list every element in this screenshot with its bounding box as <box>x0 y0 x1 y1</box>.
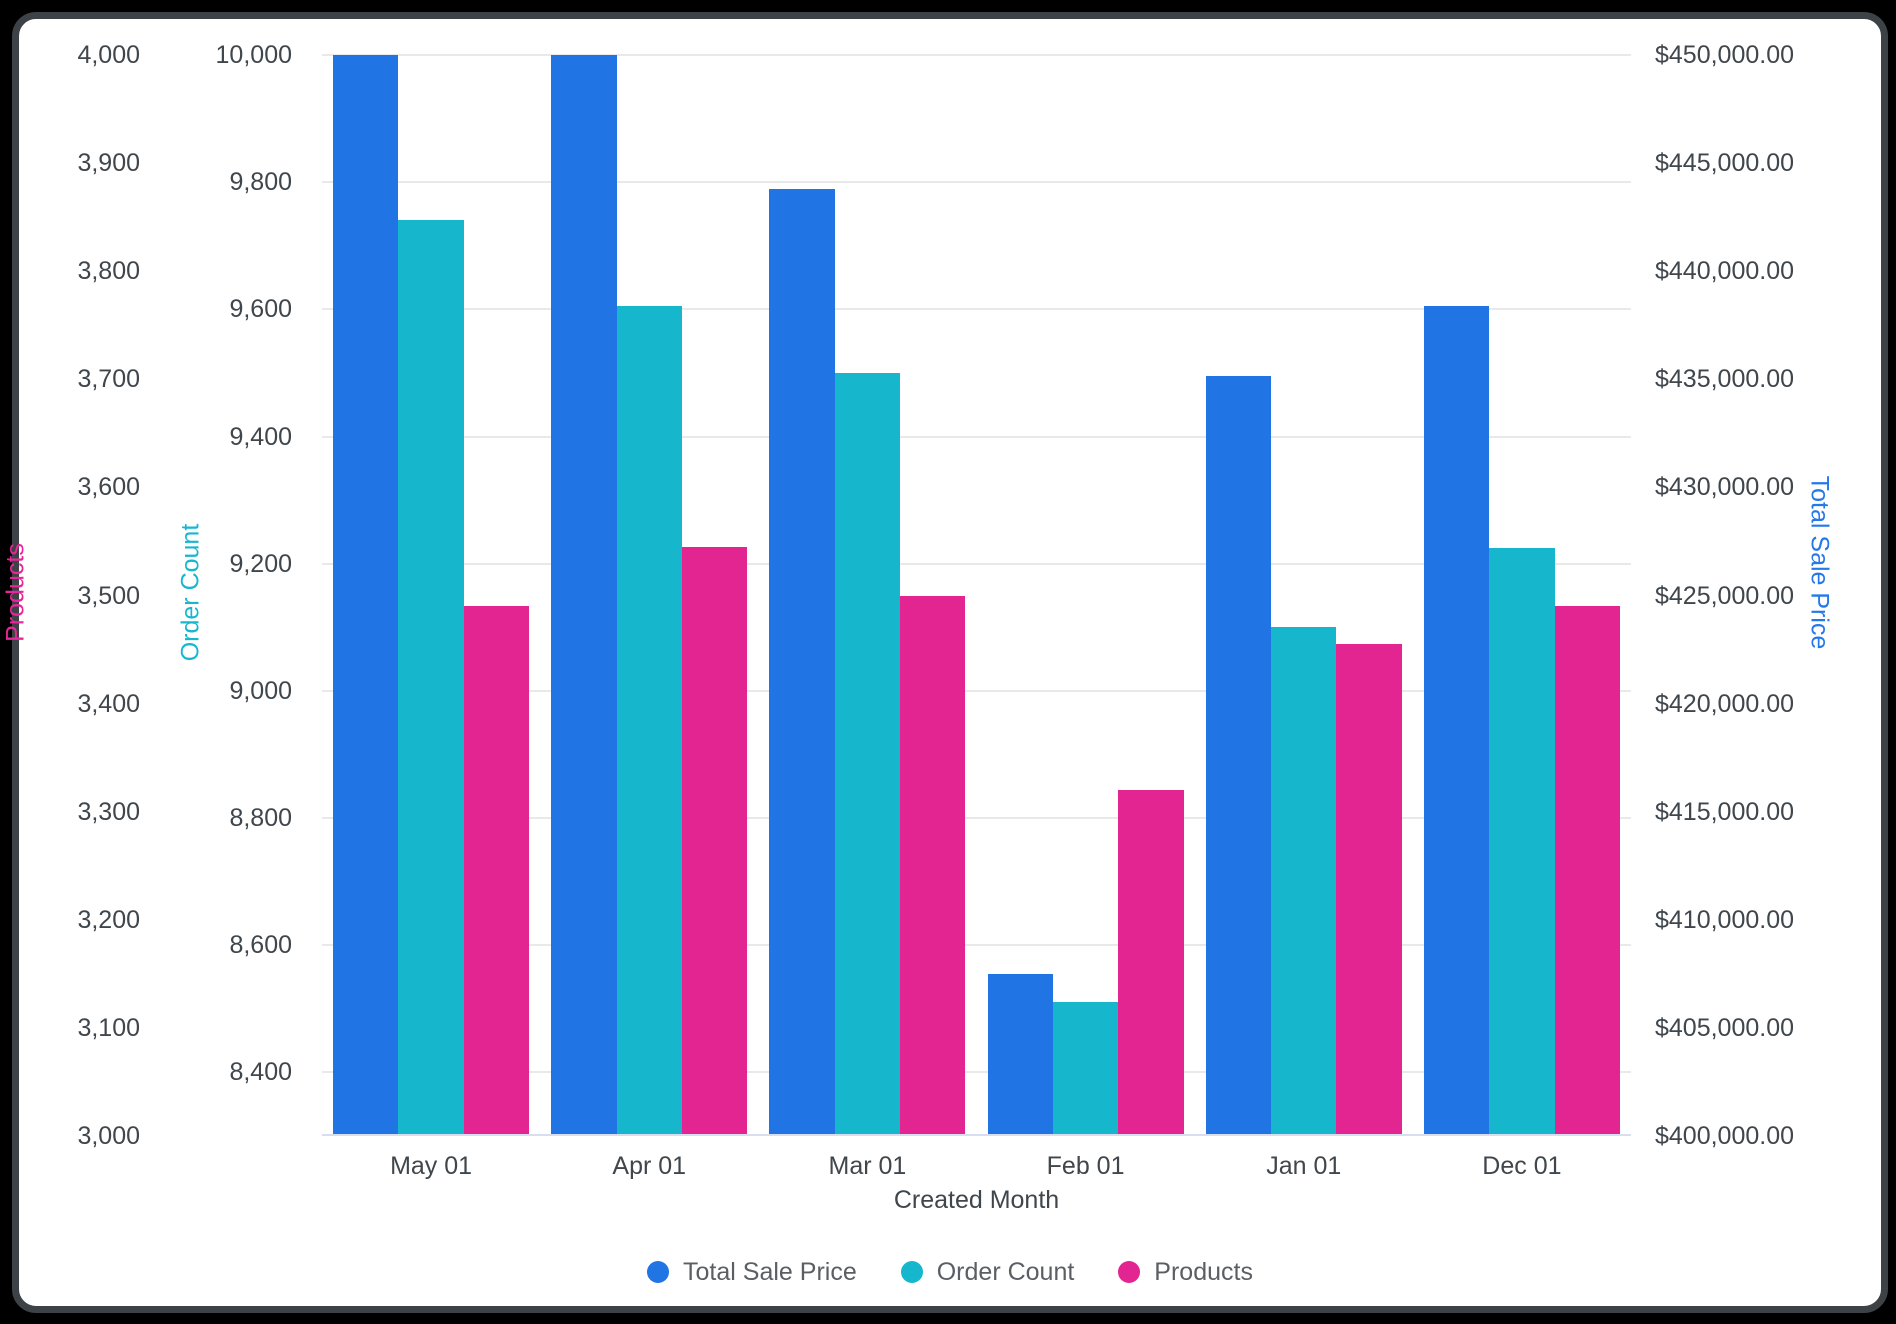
legend-label: Order Count <box>936 1257 1075 1286</box>
bar-order-count-jan-01[interactable] <box>1271 627 1337 1136</box>
gridline <box>322 689 1631 692</box>
bar-order-count-feb-01[interactable] <box>1052 1002 1119 1136</box>
products-tick-label: 3,400 <box>77 689 140 718</box>
dollars-tick-label: $440,000.00 <box>1655 257 1795 286</box>
products-tick-label: 3,700 <box>77 365 140 394</box>
orders-tick-label: 9,600 <box>229 295 292 324</box>
dollars-tick-label: $405,000.00 <box>1655 1013 1795 1042</box>
bar-total-sale-price-apr-01[interactable] <box>551 55 617 1136</box>
products-axis-title: Products <box>1 543 30 642</box>
gridline <box>322 944 1631 947</box>
legend-item-products[interactable]: Products <box>1118 1258 1253 1287</box>
legend-label: Products <box>1154 1257 1253 1286</box>
gridline <box>322 181 1631 184</box>
orders-tick-label: 9,000 <box>229 676 292 705</box>
orders-tick-label: 10,000 <box>215 41 292 69</box>
bar-products-apr-01[interactable] <box>681 546 748 1136</box>
orders-tick-label: 8,600 <box>229 931 292 960</box>
x-tick-label-apr-01: Apr 01 <box>612 1152 687 1180</box>
orders-tick-label: 9,800 <box>229 168 292 197</box>
x-tick-label-mar-01: Mar 01 <box>828 1152 907 1180</box>
gridline <box>322 435 1631 438</box>
bar-order-count-apr-01[interactable] <box>616 306 682 1136</box>
dollars-tick-label: $400,000.00 <box>1655 1122 1795 1150</box>
x-tick-label-dec-01: Dec 01 <box>1482 1152 1562 1180</box>
dollars-tick-label: $430,000.00 <box>1655 473 1795 502</box>
orders-tick-label: 8,800 <box>229 804 292 833</box>
products-tick-label: 4,000 <box>77 41 140 69</box>
bar-order-count-mar-01[interactable] <box>834 372 901 1136</box>
legend-item-order-count[interactable]: Order Count <box>900 1257 1075 1287</box>
legend: Total Sale Price Order Count Products <box>12 1250 1888 1294</box>
gridline <box>322 562 1631 565</box>
x-tick-label-feb-01: Feb 01 <box>1046 1152 1125 1180</box>
dollars-tick-label: $415,000.00 <box>1655 797 1795 826</box>
dollars-tick-label: $450,000.00 <box>1655 41 1795 69</box>
bar-total-sale-price-feb-01[interactable] <box>987 973 1053 1136</box>
products-tick-label: 3,500 <box>77 581 140 610</box>
products-tick-label: 3,000 <box>77 1122 140 1150</box>
legend-dot-products <box>1118 1261 1141 1283</box>
legend-dot-total-sale-price <box>647 1261 670 1283</box>
legend-item-total-sale-price[interactable]: Total Sale Price <box>647 1258 857 1287</box>
gridline <box>322 1071 1631 1074</box>
dollars-tick-label: $425,000.00 <box>1655 581 1795 610</box>
bar-order-count-may-01[interactable] <box>398 220 464 1136</box>
bar-total-sale-price-may-01[interactable] <box>333 55 399 1136</box>
bar-products-mar-01[interactable] <box>900 595 966 1136</box>
bar-total-sale-price-jan-01[interactable] <box>1205 376 1272 1136</box>
dollars-tick-label: $435,000.00 <box>1655 365 1795 394</box>
gridline <box>322 817 1631 820</box>
legend-label: Total Sale Price <box>683 1257 857 1286</box>
bar-products-dec-01[interactable] <box>1554 606 1620 1136</box>
products-tick-label: 3,800 <box>77 257 140 286</box>
orders-tick-label: 9,400 <box>229 422 292 451</box>
products-tick-label: 3,200 <box>77 905 140 934</box>
dollars-tick-label: $410,000.00 <box>1655 905 1795 934</box>
bar-products-may-01[interactable] <box>463 606 530 1136</box>
bar-total-sale-price-dec-01[interactable] <box>1423 305 1490 1136</box>
gridline <box>322 54 1631 56</box>
gridline <box>322 308 1631 311</box>
dollars-tick-label: $420,000.00 <box>1655 689 1795 718</box>
total-sale-price-axis-title: Total Sale Price <box>1805 475 1834 650</box>
bar-products-feb-01[interactable] <box>1118 790 1184 1136</box>
x-axis-title: Created Month <box>893 1186 1060 1214</box>
products-tick-label: 3,100 <box>77 1013 140 1042</box>
bar-products-jan-01[interactable] <box>1336 644 1402 1136</box>
legend-dot-order-count <box>900 1261 923 1283</box>
order-count-axis-title: Order Count <box>176 523 205 662</box>
x-tick-label-jan-01: Jan 01 <box>1266 1152 1342 1180</box>
x-tick-label-may-01: May 01 <box>390 1152 473 1180</box>
bar-order-count-dec-01[interactable] <box>1489 547 1555 1136</box>
products-tick-label: 3,900 <box>77 149 140 178</box>
orders-tick-label: 8,400 <box>229 1058 292 1087</box>
bar-total-sale-price-mar-01[interactable] <box>769 189 835 1136</box>
x-axis-line <box>322 1134 1631 1136</box>
orders-tick-label: 9,200 <box>229 549 292 578</box>
products-tick-label: 3,600 <box>77 473 140 502</box>
products-tick-label: 3,300 <box>77 797 140 826</box>
dollars-tick-label: $445,000.00 <box>1655 149 1795 178</box>
